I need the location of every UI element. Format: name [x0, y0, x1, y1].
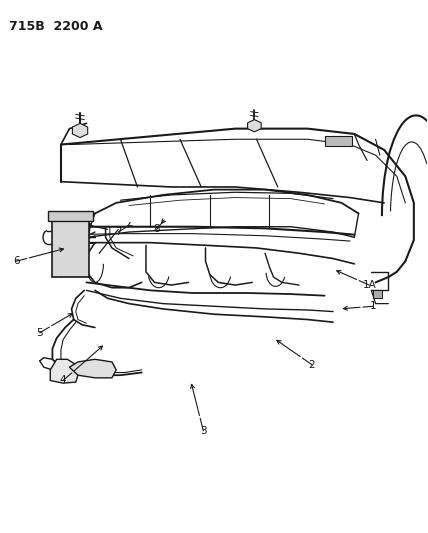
Text: 8: 8: [153, 224, 160, 235]
Text: 1: 1: [370, 301, 377, 311]
Polygon shape: [52, 221, 89, 277]
Text: 6: 6: [13, 256, 20, 266]
Polygon shape: [50, 359, 78, 383]
Text: 5: 5: [36, 328, 43, 338]
Polygon shape: [69, 359, 116, 378]
Polygon shape: [324, 135, 352, 146]
Text: 715B  2200 A: 715B 2200 A: [9, 20, 103, 33]
Text: 3: 3: [200, 426, 207, 436]
Polygon shape: [48, 211, 93, 221]
Text: 1A: 1A: [363, 280, 376, 290]
Text: 7: 7: [115, 227, 122, 237]
Polygon shape: [247, 119, 261, 132]
Text: 2: 2: [309, 360, 315, 369]
Polygon shape: [374, 290, 382, 298]
Text: 4: 4: [60, 375, 66, 385]
Polygon shape: [72, 123, 88, 138]
